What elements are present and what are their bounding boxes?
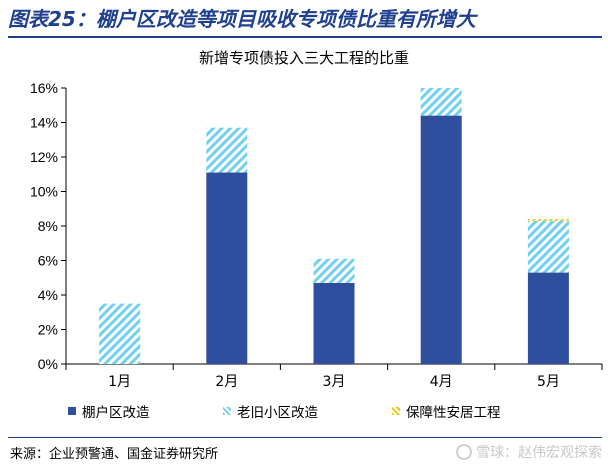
bar-segment-series1 <box>420 88 462 116</box>
bar-segment-series1 <box>206 127 248 173</box>
legend-label-series2: 保障性安居工程 <box>406 405 501 421</box>
bar-segment-series0 <box>420 115 462 364</box>
bar-segment-series0 <box>527 272 569 364</box>
x-axis: 1月 2月 3月 4月 5月 <box>65 363 603 390</box>
x-tick-label: 3月 <box>323 374 346 390</box>
bar-segment-series0 <box>206 172 248 364</box>
y-tick-label: 16% <box>30 80 58 96</box>
legend-swatch-series0 <box>68 407 76 415</box>
y-tick-label: 14% <box>30 115 58 131</box>
footer-divider <box>8 437 602 438</box>
legend-label-series1: 老旧小区改造 <box>237 405 318 421</box>
legend-swatch-series1 <box>223 407 231 415</box>
legend-item-series1: 老旧小区改造 <box>223 401 318 421</box>
figure-header: 图表25：棚户区改造等项目吸收专项债比重有所增大 <box>8 2 602 38</box>
snowball-logo-icon <box>456 444 472 460</box>
legend-label-series0: 棚户区改造 <box>82 405 150 421</box>
legend: 棚户区改造 老旧小区改造 保障性安居工程 <box>60 401 580 421</box>
x-tick-label: 4月 <box>430 374 453 390</box>
chart-title: 新增专项债投入三大工程的比重 <box>198 49 409 67</box>
bar-segment-series2 <box>527 219 569 221</box>
bar-segment-series1 <box>99 303 141 364</box>
legend-swatch-series2 <box>392 407 400 415</box>
y-tick-label: 2% <box>38 322 58 338</box>
y-axis: 0% 2% 4% 6% 8% 10% 12% 14% 16% <box>30 80 67 372</box>
bars-group <box>99 88 569 364</box>
watermark: 雪球：赵伟宏观探索 <box>456 442 602 462</box>
x-tick-label: 2月 <box>215 374 238 390</box>
y-tick-label: 8% <box>38 218 58 234</box>
legend-item-series2: 保障性安居工程 <box>392 401 501 421</box>
y-tick-label: 0% <box>38 356 58 372</box>
bar-segment-series1 <box>527 220 569 273</box>
y-tick-label: 6% <box>38 253 58 269</box>
source-note: 来源：企业预警通、国金证券研究所 <box>10 447 219 462</box>
y-tick-label: 4% <box>38 287 58 303</box>
x-tick-label: 5月 <box>537 374 560 390</box>
x-tick-label: 1月 <box>108 374 131 390</box>
watermark-text: 雪球：赵伟宏观探索 <box>476 445 602 461</box>
bar-segment-series1 <box>313 258 355 283</box>
legend-item-series0: 棚户区改造 <box>68 401 150 421</box>
y-tick-label: 10% <box>30 184 58 200</box>
y-tick-label: 12% <box>30 149 58 165</box>
bar-segment-series0 <box>313 282 355 364</box>
